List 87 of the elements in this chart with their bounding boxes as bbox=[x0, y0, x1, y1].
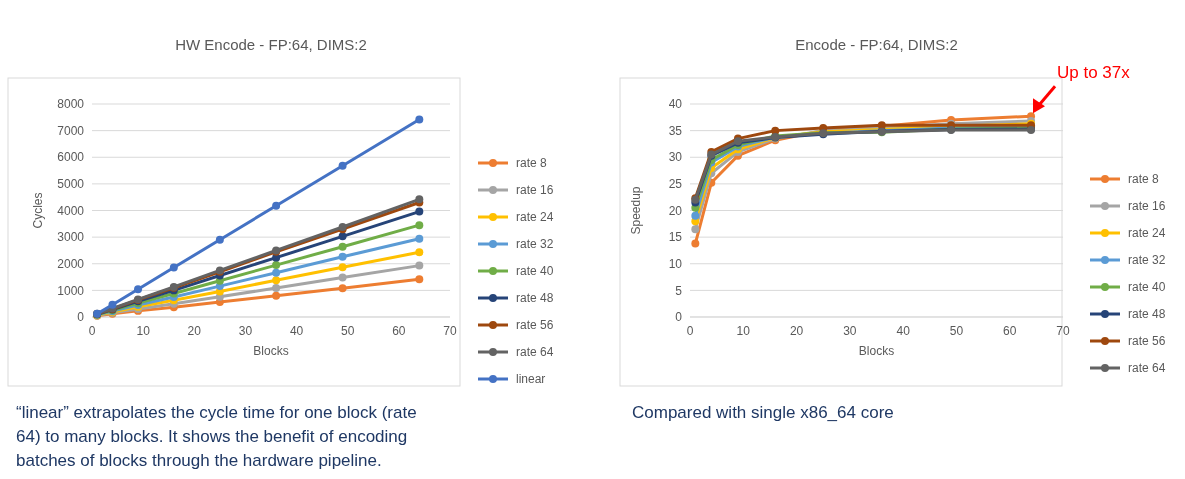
point bbox=[415, 248, 424, 257]
point bbox=[415, 275, 424, 284]
x-tick-label: 70 bbox=[1056, 324, 1070, 338]
x-tick-label: 70 bbox=[443, 324, 457, 338]
legend-label: rate 40 bbox=[516, 264, 554, 279]
y-tick-label: 40 bbox=[668, 97, 683, 112]
point bbox=[272, 284, 281, 292]
point bbox=[272, 291, 281, 300]
x-tick-label: 50 bbox=[341, 324, 355, 338]
x-tick-label: 20 bbox=[789, 324, 804, 338]
legend-label: rate 16 bbox=[516, 183, 554, 198]
legend-label: rate 64 bbox=[516, 345, 554, 360]
y-axis-title: Speedup bbox=[629, 186, 643, 235]
y-tick-label: 4000 bbox=[57, 203, 85, 218]
x-tick-label: 40 bbox=[896, 324, 911, 338]
point bbox=[415, 115, 424, 124]
y-axis-title: Cycles bbox=[31, 192, 45, 229]
point bbox=[272, 268, 281, 277]
text: “linear” extrapolates the cycle time for one block (rate 64) to many blocks. It shows the benefit of encoding batches of blocks through the hardware pipeline. bbox=[16, 403, 417, 470]
point bbox=[691, 225, 700, 234]
y-tick-label: 15 bbox=[668, 230, 683, 245]
x-tick-label: 10 bbox=[736, 324, 751, 338]
point bbox=[691, 211, 700, 220]
legend-label: rate 32 bbox=[516, 237, 554, 252]
y-tick-label: 7000 bbox=[57, 123, 85, 138]
y-tick-label: 5 bbox=[675, 283, 683, 298]
point bbox=[415, 234, 424, 243]
legend-label: rate 32 bbox=[1128, 253, 1166, 268]
point bbox=[338, 232, 347, 241]
y-tick-label: 3000 bbox=[57, 230, 85, 245]
legend-label: rate 8 bbox=[1128, 172, 1160, 187]
legend-label: rate 64 bbox=[1128, 361, 1166, 376]
x-tick-label: 0 bbox=[88, 324, 96, 338]
legend-label: rate 48 bbox=[516, 291, 554, 306]
point bbox=[415, 221, 424, 230]
legend-label: rate 48 bbox=[1128, 307, 1166, 322]
x-tick-label: 30 bbox=[238, 324, 253, 338]
legend-label: rate 24 bbox=[516, 210, 554, 225]
x-axis-title: Blocks bbox=[253, 344, 289, 358]
point bbox=[338, 252, 347, 261]
x-tick-label: 10 bbox=[136, 324, 151, 338]
point bbox=[415, 207, 424, 216]
y-tick-label: 25 bbox=[668, 177, 683, 192]
point bbox=[338, 161, 347, 170]
y-tick-label: 8000 bbox=[57, 97, 85, 112]
legend-label: rate 56 bbox=[516, 318, 554, 333]
x-tick-label: 30 bbox=[843, 324, 857, 338]
point bbox=[415, 261, 424, 270]
y-tick-label: 5000 bbox=[57, 177, 85, 192]
y-tick-label: 35 bbox=[668, 123, 683, 138]
y-tick-label: 20 bbox=[668, 203, 683, 218]
point bbox=[338, 263, 347, 272]
point bbox=[338, 273, 347, 282]
y-tick-label: 0 bbox=[77, 310, 85, 325]
y-tick-label: 30 bbox=[668, 150, 683, 165]
x-tick-label: 0 bbox=[686, 324, 694, 338]
legend-label: rate 56 bbox=[1128, 334, 1166, 349]
y-tick-label: 1000 bbox=[57, 283, 85, 298]
y-tick-label: 6000 bbox=[57, 150, 85, 165]
point bbox=[169, 263, 178, 272]
legend-label: rate 40 bbox=[1128, 280, 1166, 295]
point bbox=[215, 235, 224, 244]
chart-title: Encode - FP:64, DIMS:2 bbox=[795, 36, 958, 53]
x-tick-label: 60 bbox=[1003, 324, 1017, 338]
point bbox=[272, 201, 281, 210]
legend-label: linear bbox=[516, 372, 546, 387]
point bbox=[108, 300, 117, 309]
legend-label: rate 8 bbox=[516, 156, 548, 171]
x-tick-label: 50 bbox=[949, 324, 964, 338]
annotation: Up to 37x bbox=[1057, 63, 1131, 83]
point bbox=[134, 285, 143, 294]
legend-label: rate 24 bbox=[1128, 226, 1166, 241]
y-tick-label: 0 bbox=[675, 310, 683, 325]
y-tick-label: 2000 bbox=[57, 256, 85, 271]
point bbox=[338, 242, 347, 251]
x-tick-label: 40 bbox=[289, 324, 304, 338]
legend-label: rate 16 bbox=[1128, 199, 1166, 214]
chart-title: HW Encode - FP:64, DIMS:2 bbox=[175, 36, 367, 53]
point bbox=[272, 261, 281, 270]
x-tick-label: 20 bbox=[187, 324, 202, 338]
point bbox=[338, 284, 347, 293]
point bbox=[272, 276, 281, 285]
y-tick-label: 10 bbox=[668, 256, 683, 271]
text: Compared with single x86_64 core bbox=[632, 403, 894, 422]
point bbox=[691, 239, 700, 248]
x-axis-title: Blocks bbox=[858, 344, 895, 358]
x-tick-label: 60 bbox=[392, 324, 406, 338]
